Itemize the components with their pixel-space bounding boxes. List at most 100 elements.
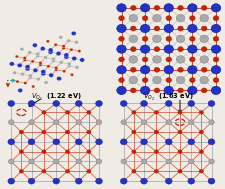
Circle shape [15,55,18,58]
Circle shape [189,16,195,21]
Circle shape [154,150,158,153]
Circle shape [201,88,207,93]
Circle shape [142,57,148,62]
Circle shape [132,150,136,153]
Circle shape [188,178,195,184]
Circle shape [36,52,40,56]
Circle shape [19,170,23,173]
Circle shape [65,170,70,173]
Circle shape [164,4,173,12]
Circle shape [178,88,183,93]
Circle shape [165,178,172,184]
Circle shape [166,120,171,125]
Circle shape [72,56,77,61]
Circle shape [154,130,158,134]
Circle shape [164,24,173,33]
Circle shape [201,26,207,31]
Circle shape [130,67,136,72]
Circle shape [23,57,27,60]
Circle shape [8,178,15,184]
Circle shape [189,36,195,41]
Circle shape [19,150,23,153]
Circle shape [140,45,150,53]
Circle shape [141,101,147,106]
Circle shape [65,130,70,134]
Circle shape [166,78,171,83]
Circle shape [16,80,19,83]
Circle shape [154,67,160,72]
Circle shape [96,139,102,145]
Circle shape [54,159,59,164]
Circle shape [178,150,182,153]
Circle shape [213,36,219,41]
Circle shape [142,36,148,41]
Circle shape [166,16,171,21]
Circle shape [166,36,171,41]
Circle shape [42,170,46,173]
Circle shape [154,170,158,173]
Circle shape [39,63,42,66]
Circle shape [75,139,82,145]
Circle shape [51,57,55,61]
Circle shape [25,65,30,69]
Circle shape [142,78,148,83]
Circle shape [176,56,185,63]
Circle shape [117,86,126,94]
Circle shape [213,16,219,21]
Circle shape [17,63,22,67]
Circle shape [132,130,136,134]
Circle shape [140,4,150,12]
Circle shape [67,64,71,68]
Circle shape [62,47,65,50]
Circle shape [24,82,27,84]
Circle shape [70,73,74,76]
Circle shape [75,101,82,106]
Circle shape [96,120,102,125]
Circle shape [44,56,48,59]
Circle shape [188,4,197,12]
Circle shape [164,86,173,94]
Circle shape [211,66,221,74]
Circle shape [188,45,197,53]
Circle shape [130,88,136,93]
Circle shape [188,139,195,145]
Circle shape [120,178,127,184]
Circle shape [119,36,124,41]
Circle shape [28,76,32,79]
Circle shape [19,130,23,134]
Circle shape [7,80,9,81]
Circle shape [199,111,203,114]
Circle shape [153,14,161,22]
Circle shape [153,35,161,43]
Circle shape [165,139,172,145]
Circle shape [9,120,14,125]
Circle shape [57,77,62,81]
Text: $V_{O_1}$  (1.22 eV): $V_{O_1}$ (1.22 eV) [31,92,82,103]
Circle shape [188,24,197,33]
Circle shape [213,57,219,62]
Circle shape [28,178,35,184]
Circle shape [96,159,102,164]
Circle shape [178,26,183,31]
Circle shape [153,76,161,84]
Circle shape [54,43,57,46]
Circle shape [178,111,182,114]
Circle shape [70,48,73,51]
Circle shape [200,76,208,84]
Circle shape [176,35,185,43]
Circle shape [121,120,126,125]
Circle shape [176,14,185,22]
Circle shape [28,139,35,145]
Circle shape [141,178,147,184]
Circle shape [189,120,194,125]
Circle shape [178,5,183,10]
Circle shape [129,14,138,22]
Circle shape [53,139,60,145]
Circle shape [28,74,32,77]
Circle shape [65,111,70,114]
Circle shape [67,39,71,43]
Circle shape [188,86,197,94]
Circle shape [120,101,127,106]
Circle shape [47,65,50,68]
Circle shape [54,66,58,69]
